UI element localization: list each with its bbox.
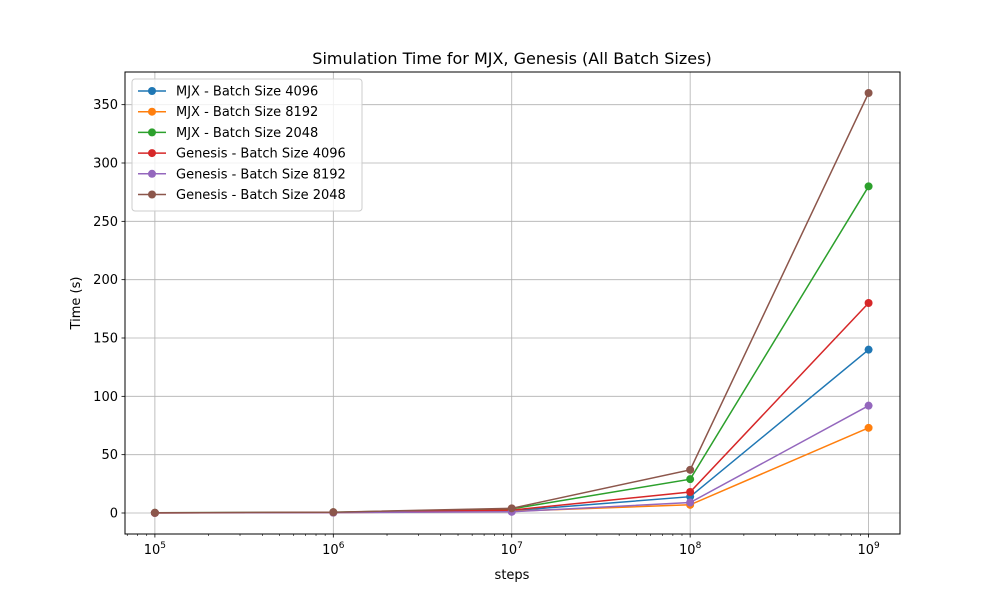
y-tick-label: 200	[93, 273, 118, 288]
legend-swatch-marker	[148, 149, 156, 158]
legend-swatch-marker	[148, 107, 156, 116]
y-tick-label: 0	[110, 507, 118, 522]
data-point	[507, 504, 516, 513]
legend-label: Genesis - Batch Size 8192	[176, 167, 346, 182]
x-tick-label: 107	[501, 541, 523, 558]
data-point	[864, 423, 873, 432]
y-tick-label: 50	[101, 448, 118, 463]
data-point	[864, 89, 873, 97]
x-tick-label: 106	[322, 541, 345, 558]
x-tick-label: 109	[857, 541, 880, 558]
data-point	[864, 299, 873, 307]
legend: MJX - Batch Size 4096 MJX - Batch Size 81…	[131, 78, 363, 212]
plot-frame	[124, 71, 901, 535]
y-tick-label: 150	[93, 332, 118, 347]
legend-label: MJX - Batch Size 4096	[176, 85, 318, 100]
x-tick-label: 105	[144, 541, 166, 558]
data-point	[329, 508, 338, 517]
y-tick-label: 300	[93, 157, 118, 172]
data-point	[150, 508, 159, 517]
legend-box	[131, 78, 363, 212]
x-axis-label: steps	[495, 568, 530, 583]
ticks: 105 106 107 108 109 0 50 100 150 200 250 300 350	[93, 98, 880, 558]
data-point	[686, 498, 695, 507]
data-point	[864, 182, 873, 191]
y-tick-label: 100	[93, 390, 118, 405]
legend-label: Genesis - Batch Size 2048	[176, 188, 346, 203]
data-point	[864, 401, 873, 410]
y-axis-label: Time (s)	[69, 277, 84, 331]
data-point	[864, 345, 873, 354]
y-tick-label: 350	[93, 98, 118, 113]
legend-swatch-marker	[148, 190, 156, 199]
data-point	[686, 488, 695, 496]
legend-swatch-marker	[148, 169, 156, 178]
legend-swatch-marker	[148, 128, 156, 137]
legend-label: MJX - Batch Size 8192	[176, 105, 318, 120]
chart-title: Simulation Time for MJX, Genesis (All Ba…	[312, 49, 711, 68]
data-point	[686, 465, 695, 474]
data-point	[686, 475, 695, 484]
y-tick-label: 250	[93, 215, 118, 230]
x-tick-label: 108	[679, 541, 702, 558]
grid	[125, 72, 900, 534]
series-layer	[150, 89, 873, 517]
legend-swatch-marker	[148, 87, 156, 95]
legend-label: MJX - Batch Size 2048	[176, 126, 318, 141]
legend-label: Genesis - Batch Size 4096	[176, 147, 346, 162]
